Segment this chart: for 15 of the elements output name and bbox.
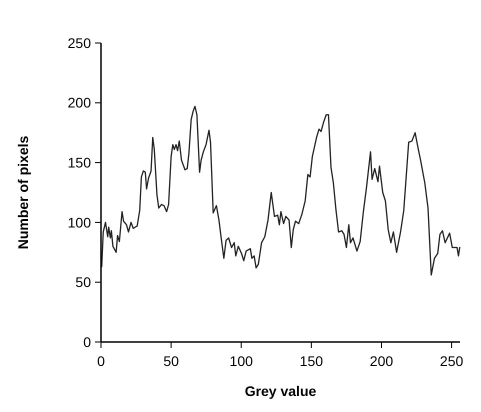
y-tick-label: 50	[75, 274, 92, 290]
y-tick-label: 0	[83, 334, 92, 350]
y-tick-label: 250	[68, 34, 92, 51]
x-tick-label: 250	[440, 353, 464, 369]
line-series	[101, 106, 460, 276]
x-tick-label: 100	[230, 353, 254, 369]
x-tick-label: 150	[300, 353, 324, 369]
y-axis-title: Number of pixels	[15, 136, 31, 250]
x-tick-label: 200	[370, 353, 394, 369]
y-tick-label: 100	[68, 214, 92, 230]
y-tick-label: 150	[68, 154, 92, 170]
x-tick-label: 0	[97, 353, 106, 369]
x-tick-label: 50	[163, 353, 180, 369]
y-tick-label: 200	[68, 94, 92, 111]
x-axis-title: Grey value	[244, 383, 317, 399]
